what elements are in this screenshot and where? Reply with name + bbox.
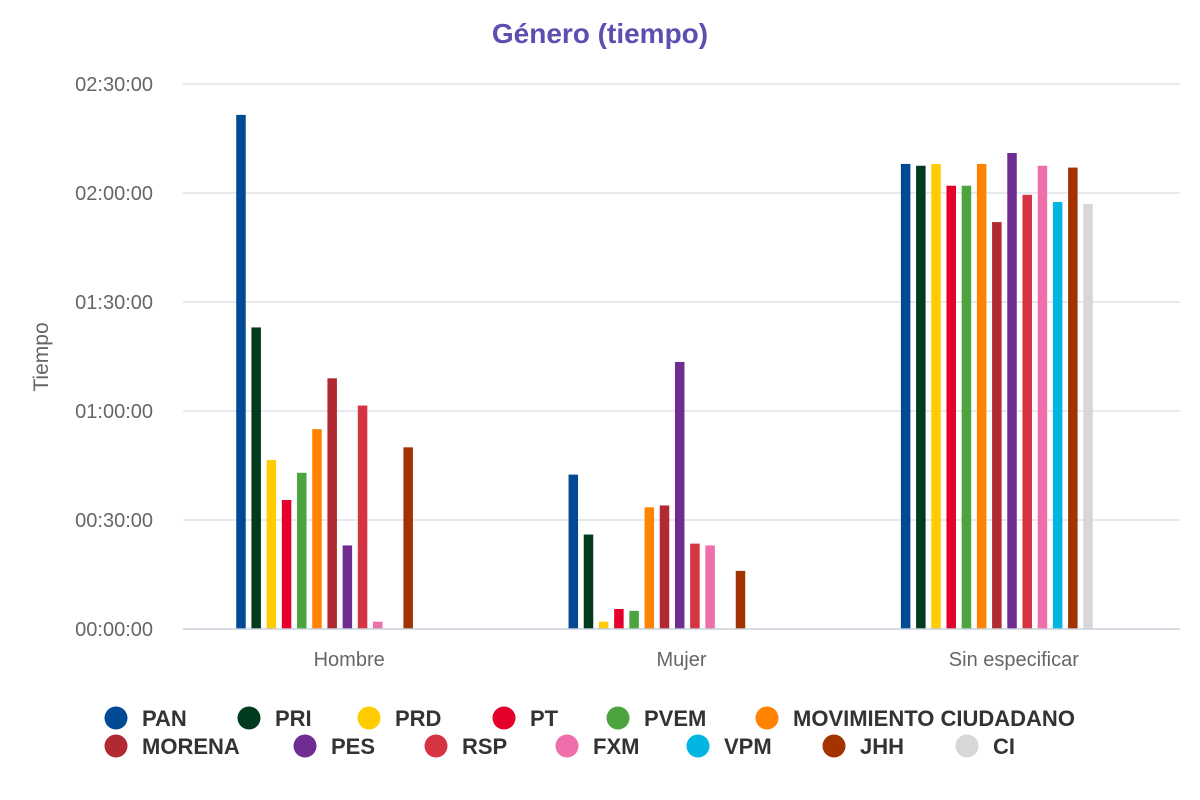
bar (931, 163, 941, 629)
bar (281, 500, 292, 629)
bar (961, 185, 972, 630)
legend-label: PT (530, 706, 559, 731)
y-axis-ticks: 00:00:00 00:30:00 01:00:00 01:30:00 02:00:00… (75, 74, 153, 641)
bar (916, 165, 926, 629)
bar (614, 609, 624, 629)
bar (1068, 167, 1078, 629)
y-tick-label: 00:00:00 (75, 619, 153, 641)
bar (373, 621, 383, 629)
x-axis-ticks: Hombre Mujer Sin especificar (314, 649, 1080, 671)
bar (598, 621, 609, 629)
legend-label: PRD (395, 706, 441, 731)
legend-marker (555, 734, 579, 758)
x-tick-label: Sin especificar (949, 649, 1079, 671)
legend-marker (822, 734, 846, 758)
bar (403, 447, 413, 629)
y-tick-label: 02:30:00 (75, 74, 153, 96)
legend-marker (104, 706, 128, 730)
y-tick-label: 01:30:00 (75, 292, 153, 314)
legend-marker (955, 734, 979, 758)
bar (946, 185, 956, 630)
x-tick-label: Hombre (314, 649, 385, 671)
bar (976, 163, 987, 629)
legend-marker (686, 734, 710, 758)
bar (900, 163, 911, 629)
bar (690, 543, 700, 629)
legend-label: PES (331, 734, 375, 759)
legend-label: VPM (724, 734, 772, 759)
legend-label: PRI (275, 706, 312, 731)
bar (674, 361, 685, 629)
bar (659, 505, 670, 629)
legend-marker (104, 734, 128, 758)
bar (357, 405, 368, 629)
bars (236, 114, 1093, 630)
legend-marker (755, 706, 779, 730)
bar (266, 460, 277, 629)
y-tick-label: 02:00:00 (75, 183, 153, 205)
legend-label: MORENA (142, 734, 240, 759)
legend-marker (424, 734, 448, 758)
legend-marker (492, 706, 516, 730)
bar (1022, 194, 1032, 629)
bar (705, 545, 715, 629)
bar (297, 472, 307, 629)
bar (583, 534, 594, 629)
bar (342, 545, 353, 629)
bar (568, 474, 579, 629)
bar (1083, 203, 1093, 629)
chart-title: Género (tiempo) (492, 18, 708, 49)
legend-label: MOVIMIENTO CIUDADANO (793, 706, 1075, 731)
bar (312, 429, 322, 629)
legend: PAN PRI PRD PT PVEM MOVIMIENTO CIUDADANO MOREN… (104, 706, 1075, 759)
bar (1052, 202, 1063, 629)
y-axis-label: Tiempo (30, 322, 53, 391)
bar (1037, 165, 1048, 629)
bar (251, 327, 261, 629)
y-tick-label: 01:00:00 (75, 401, 153, 423)
legend-marker (293, 734, 317, 758)
legend-label: JHH (860, 734, 904, 759)
bar (327, 378, 337, 629)
bar (236, 114, 246, 629)
legend-label: PVEM (644, 706, 706, 731)
legend-label: RSP (462, 734, 507, 759)
legend-marker (606, 706, 630, 730)
bar (735, 570, 746, 629)
legend-marker (237, 706, 261, 730)
bar (644, 507, 655, 629)
x-tick-label: Mujer (656, 649, 706, 671)
y-tick-label: 00:30:00 (75, 510, 153, 532)
legend-label: PAN (142, 706, 187, 731)
legend-label: FXM (593, 734, 639, 759)
legend-marker (357, 706, 381, 730)
bar (992, 222, 1002, 629)
legend-label: CI (993, 734, 1015, 759)
bar (1007, 153, 1017, 629)
bar (629, 610, 639, 629)
